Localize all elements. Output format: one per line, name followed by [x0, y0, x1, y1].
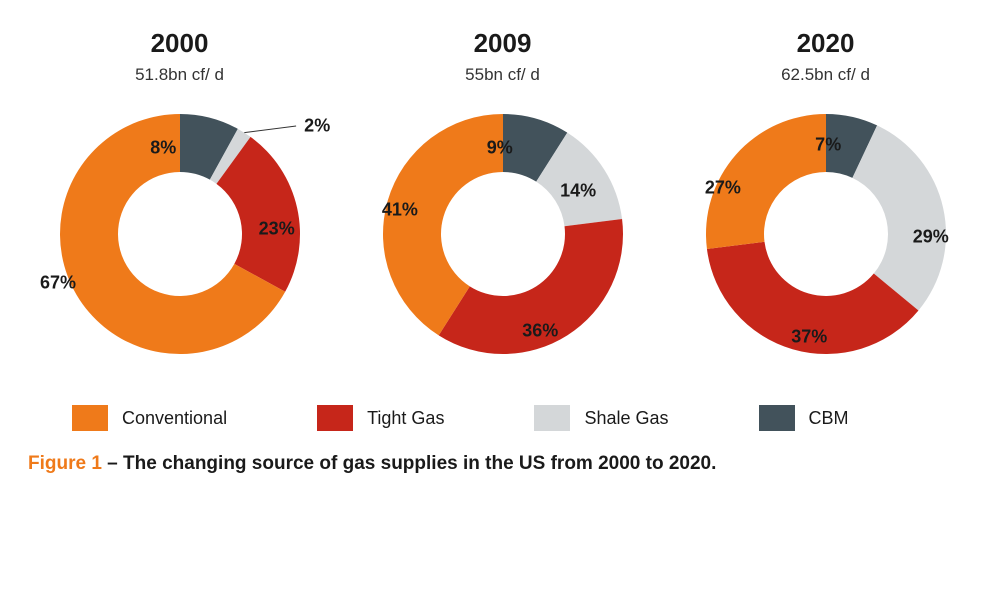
legend-swatch — [317, 405, 353, 431]
legend-swatch — [759, 405, 795, 431]
legend-label: Shale Gas — [584, 408, 668, 429]
pct-label-cbm: 8% — [150, 137, 176, 158]
pct-label-shale_gas: 29% — [913, 226, 949, 247]
figure: 200051.8bn cf/ d8%2%23%67%200955bn cf/ d… — [0, 0, 1005, 589]
chart-subtitle: 55bn cf/ d — [465, 65, 540, 85]
chart-title: 2000 — [151, 28, 209, 59]
legend-row: Conventional Tight Gas Shale Gas CBM — [24, 405, 981, 431]
donut-chart: 8%2%23%67% — [45, 99, 315, 369]
legend-label: Conventional — [122, 408, 227, 429]
pct-label-shale_gas: 14% — [560, 180, 596, 201]
caption-text: The changing source of gas supplies in t… — [123, 453, 716, 474]
pct-label-cbm: 7% — [815, 134, 841, 155]
donut-chart: 9% 14% 36% 41% — [368, 99, 638, 369]
legend-item-cbm: CBM — [759, 405, 849, 431]
callout-line — [244, 126, 296, 133]
chart-column: 2000 51.8bn cf/ d 8%2%23%67% — [36, 28, 323, 369]
pct-label-conventional: 41% — [382, 199, 418, 220]
pct-label-tight_gas: 23% — [259, 218, 295, 239]
legend-label: CBM — [809, 408, 849, 429]
chart-subtitle: 62.5bn cf/ d — [781, 65, 870, 85]
legend-swatch — [72, 405, 108, 431]
pct-label-cbm: 9% — [487, 137, 513, 158]
pct-label-tight_gas: 37% — [791, 326, 827, 347]
charts-row: 200051.8bn cf/ d8%2%23%67%200955bn cf/ d… — [24, 28, 981, 369]
caption-lead: Figure 1 — [28, 453, 102, 474]
chart-title: 2020 — [797, 28, 855, 59]
chart-subtitle: 51.8bn cf/ d — [135, 65, 224, 85]
legend-item-shale_gas: Shale Gas — [534, 405, 668, 431]
pct-label-shale_gas: 2% — [304, 116, 330, 137]
caption-sep: – — [102, 453, 123, 474]
legend-item-conventional: Conventional — [72, 405, 227, 431]
donut-chart: 7% 29% 37% 27% — [691, 99, 961, 369]
pct-label-conventional: 67% — [40, 272, 76, 293]
chart-column: 2020 62.5bn cf/ d 7% 29% 37% 27% — [682, 28, 969, 369]
chart-column: 2009 55bn cf/ d 9% 14% 36% 41% — [359, 28, 646, 369]
legend-item-tight_gas: Tight Gas — [317, 405, 444, 431]
pct-label-tight_gas: 36% — [522, 321, 558, 342]
figure-caption: Figure 1 – The changing source of gas su… — [24, 453, 981, 475]
pct-label-conventional: 27% — [705, 178, 741, 199]
legend-label: Tight Gas — [367, 408, 444, 429]
chart-title: 2009 — [474, 28, 532, 59]
legend-swatch — [534, 405, 570, 431]
